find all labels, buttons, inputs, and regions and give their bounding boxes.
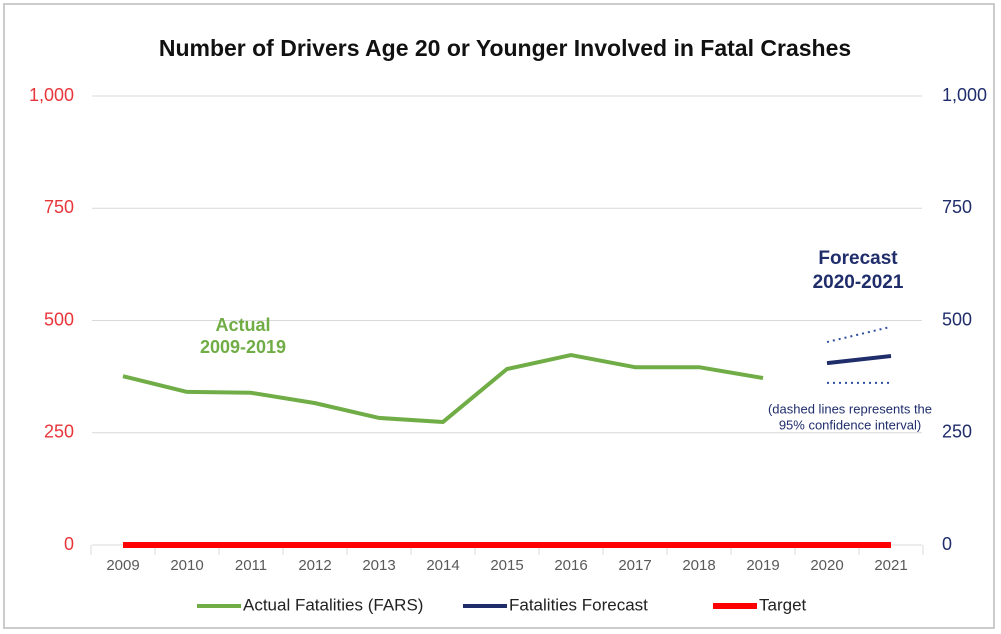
annotation: 95% confidence interval): [779, 417, 921, 432]
series-line: [826, 353, 892, 366]
annotation: Forecast: [818, 248, 898, 269]
legend-label: Target: [759, 595, 807, 614]
y-tick-label: 750: [44, 197, 74, 217]
y-tick-label: 1,000: [29, 85, 74, 105]
annotation: 2020-2021: [813, 272, 904, 293]
x-tick-label: 2017: [618, 557, 651, 574]
x-tick-label: 2013: [362, 557, 395, 574]
annotation: (dashed lines represents the: [768, 401, 932, 416]
x-tick-label: 2018: [682, 557, 715, 574]
confidence-line: [826, 325, 892, 344]
x-tick-label: 2021: [874, 557, 907, 574]
y2-tick-label: 1,000: [942, 85, 987, 105]
legend-label: Fatalities Forecast: [509, 595, 648, 614]
y2-tick-label: 750: [942, 197, 972, 217]
y2-tick-label: 0: [942, 534, 952, 554]
y-tick-label: 0: [64, 534, 74, 554]
annotation: 2009-2019: [200, 337, 286, 357]
x-tick-label: 2009: [106, 557, 139, 574]
x-tick-label: 2016: [554, 557, 587, 574]
chart-frame: [3, 3, 995, 629]
chart-title: Number of Drivers Age 20 or Younger Invo…: [159, 35, 851, 61]
y2-tick-label: 500: [942, 309, 972, 329]
x-tick-label: 2010: [170, 557, 203, 574]
annotation: Actual: [215, 315, 270, 335]
x-tick-label: 2019: [746, 557, 779, 574]
x-tick-label: 2011: [235, 557, 267, 574]
y-tick-label: 250: [44, 422, 74, 442]
legend-label: Actual Fatalities (FARS): [243, 595, 423, 614]
y2-tick-label: 250: [942, 422, 972, 442]
x-tick-label: 2015: [490, 557, 523, 574]
series-line: [122, 353, 764, 424]
x-tick-label: 2012: [298, 557, 331, 574]
x-tick-label: 2014: [426, 557, 459, 574]
y-tick-label: 500: [44, 309, 74, 329]
x-tick-label: 2020: [810, 557, 843, 574]
